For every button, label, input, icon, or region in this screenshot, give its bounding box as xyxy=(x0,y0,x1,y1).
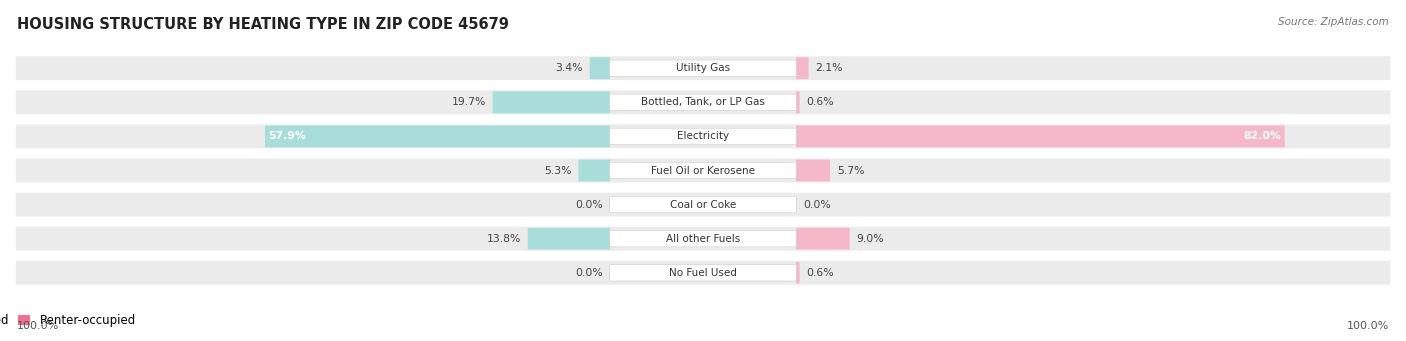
FancyBboxPatch shape xyxy=(796,160,830,181)
FancyBboxPatch shape xyxy=(796,91,800,113)
Text: 9.0%: 9.0% xyxy=(856,234,884,244)
Text: 5.3%: 5.3% xyxy=(544,165,571,176)
Text: Electricity: Electricity xyxy=(676,131,730,142)
FancyBboxPatch shape xyxy=(610,60,796,76)
Legend: Owner-occupied, Renter-occupied: Owner-occupied, Renter-occupied xyxy=(0,309,141,332)
Text: 0.0%: 0.0% xyxy=(575,199,603,210)
FancyBboxPatch shape xyxy=(610,231,796,247)
Text: 0.6%: 0.6% xyxy=(807,268,834,278)
FancyBboxPatch shape xyxy=(527,228,610,250)
Text: Coal or Coke: Coal or Coke xyxy=(669,199,737,210)
FancyBboxPatch shape xyxy=(14,191,1392,218)
FancyBboxPatch shape xyxy=(14,259,1392,286)
FancyBboxPatch shape xyxy=(264,125,610,147)
Text: 2.1%: 2.1% xyxy=(815,63,844,73)
Text: 0.6%: 0.6% xyxy=(807,97,834,107)
Text: 13.8%: 13.8% xyxy=(486,234,520,244)
Text: 5.7%: 5.7% xyxy=(837,165,865,176)
Text: 3.4%: 3.4% xyxy=(555,63,583,73)
Text: 0.0%: 0.0% xyxy=(575,268,603,278)
Text: Utility Gas: Utility Gas xyxy=(676,63,730,73)
FancyBboxPatch shape xyxy=(14,225,1392,252)
FancyBboxPatch shape xyxy=(610,196,796,213)
FancyBboxPatch shape xyxy=(578,160,610,181)
FancyBboxPatch shape xyxy=(796,125,1285,147)
FancyBboxPatch shape xyxy=(14,123,1392,150)
FancyBboxPatch shape xyxy=(610,265,796,281)
FancyBboxPatch shape xyxy=(610,94,796,110)
FancyBboxPatch shape xyxy=(492,91,610,113)
FancyBboxPatch shape xyxy=(14,157,1392,184)
FancyBboxPatch shape xyxy=(610,128,796,145)
Text: 57.9%: 57.9% xyxy=(269,131,307,142)
Text: 100.0%: 100.0% xyxy=(1347,321,1389,331)
Text: Source: ZipAtlas.com: Source: ZipAtlas.com xyxy=(1278,17,1389,27)
FancyBboxPatch shape xyxy=(610,162,796,179)
Text: Bottled, Tank, or LP Gas: Bottled, Tank, or LP Gas xyxy=(641,97,765,107)
FancyBboxPatch shape xyxy=(796,262,800,284)
FancyBboxPatch shape xyxy=(796,228,849,250)
FancyBboxPatch shape xyxy=(589,57,610,79)
Text: No Fuel Used: No Fuel Used xyxy=(669,268,737,278)
Text: 100.0%: 100.0% xyxy=(17,321,59,331)
Text: 82.0%: 82.0% xyxy=(1243,131,1281,142)
FancyBboxPatch shape xyxy=(796,57,808,79)
Text: 0.0%: 0.0% xyxy=(803,199,831,210)
FancyBboxPatch shape xyxy=(14,55,1392,82)
Text: All other Fuels: All other Fuels xyxy=(666,234,740,244)
Text: Fuel Oil or Kerosene: Fuel Oil or Kerosene xyxy=(651,165,755,176)
Text: HOUSING STRUCTURE BY HEATING TYPE IN ZIP CODE 45679: HOUSING STRUCTURE BY HEATING TYPE IN ZIP… xyxy=(17,17,509,32)
FancyBboxPatch shape xyxy=(14,89,1392,116)
Text: 19.7%: 19.7% xyxy=(451,97,485,107)
